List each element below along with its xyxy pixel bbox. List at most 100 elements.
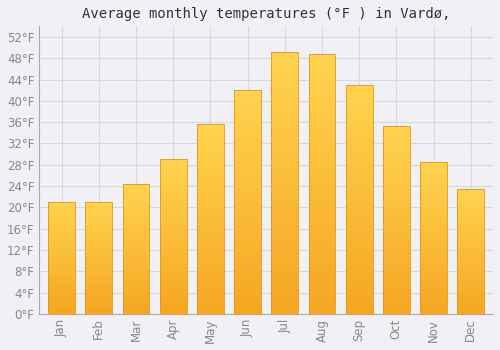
Bar <box>272 272 298 277</box>
Bar <box>458 256 484 259</box>
Bar <box>346 204 372 209</box>
Bar <box>308 86 336 91</box>
Bar <box>308 267 336 272</box>
Bar <box>86 213 112 215</box>
Bar <box>383 228 409 231</box>
Bar <box>272 246 298 251</box>
Bar <box>86 215 112 218</box>
Bar <box>420 268 447 271</box>
Bar <box>346 135 372 140</box>
Bar <box>48 287 75 289</box>
Bar <box>346 304 372 309</box>
Bar <box>86 251 112 253</box>
Bar <box>458 229 484 231</box>
Bar <box>48 224 75 226</box>
Bar <box>197 193 224 196</box>
Bar <box>122 218 150 220</box>
Bar <box>122 216 150 218</box>
Bar <box>383 172 409 175</box>
Bar <box>86 280 112 282</box>
Bar <box>122 226 150 229</box>
Bar <box>86 229 112 231</box>
Bar <box>420 250 447 253</box>
Bar <box>234 99 261 103</box>
Bar <box>86 287 112 289</box>
Bar <box>234 179 261 184</box>
Bar <box>420 271 447 274</box>
Bar <box>458 206 484 209</box>
Bar <box>272 282 298 288</box>
Bar <box>234 121 261 126</box>
Bar <box>346 176 372 181</box>
Bar <box>346 277 372 282</box>
Bar <box>48 278 75 280</box>
Bar <box>308 122 336 127</box>
Bar <box>86 253 112 256</box>
Bar <box>272 240 298 246</box>
Bar <box>122 265 150 267</box>
Bar <box>197 208 224 211</box>
Bar <box>122 306 150 309</box>
Bar <box>86 307 112 309</box>
Bar <box>458 304 484 306</box>
Bar <box>272 194 298 199</box>
Bar <box>122 208 150 210</box>
Bar <box>272 58 298 63</box>
Bar <box>420 177 447 180</box>
Bar <box>346 195 372 200</box>
Bar <box>346 181 372 186</box>
Bar <box>234 90 261 314</box>
Bar <box>86 206 112 209</box>
Bar <box>308 163 336 169</box>
Bar <box>346 163 372 167</box>
Bar <box>458 231 484 234</box>
Bar <box>197 306 224 310</box>
Bar <box>383 216 409 220</box>
Bar <box>272 251 298 256</box>
Bar <box>86 292 112 294</box>
Bar <box>234 260 261 265</box>
Bar <box>160 169 186 172</box>
Bar <box>86 245 112 247</box>
Bar <box>308 96 336 101</box>
Bar <box>308 179 336 184</box>
Bar <box>383 141 409 145</box>
Bar <box>308 138 336 143</box>
Bar <box>420 241 447 244</box>
Bar <box>420 305 447 308</box>
Bar <box>308 262 336 267</box>
Bar <box>234 246 261 251</box>
Bar <box>234 202 261 206</box>
Bar <box>458 251 484 254</box>
Bar <box>308 158 336 163</box>
Bar <box>48 253 75 256</box>
Bar <box>160 277 186 280</box>
Bar <box>160 190 186 193</box>
Bar <box>420 286 447 289</box>
Bar <box>308 288 336 293</box>
Bar <box>234 265 261 269</box>
Bar <box>197 219 224 223</box>
Bar <box>160 289 186 292</box>
Bar <box>48 269 75 271</box>
Bar <box>160 175 186 178</box>
Bar <box>458 274 484 276</box>
Bar <box>346 85 372 90</box>
Bar <box>383 302 409 306</box>
Bar <box>272 188 298 194</box>
Bar <box>383 201 409 205</box>
Bar <box>458 291 484 294</box>
Bar <box>122 223 150 226</box>
Bar <box>308 117 336 122</box>
Bar <box>308 55 336 60</box>
Bar <box>308 220 336 226</box>
Bar <box>197 253 224 257</box>
Bar <box>272 94 298 99</box>
Bar <box>48 222 75 224</box>
Bar <box>197 189 224 192</box>
Bar <box>272 267 298 272</box>
Bar <box>160 301 186 304</box>
Bar <box>48 282 75 285</box>
Bar <box>383 220 409 224</box>
Bar <box>122 272 150 275</box>
